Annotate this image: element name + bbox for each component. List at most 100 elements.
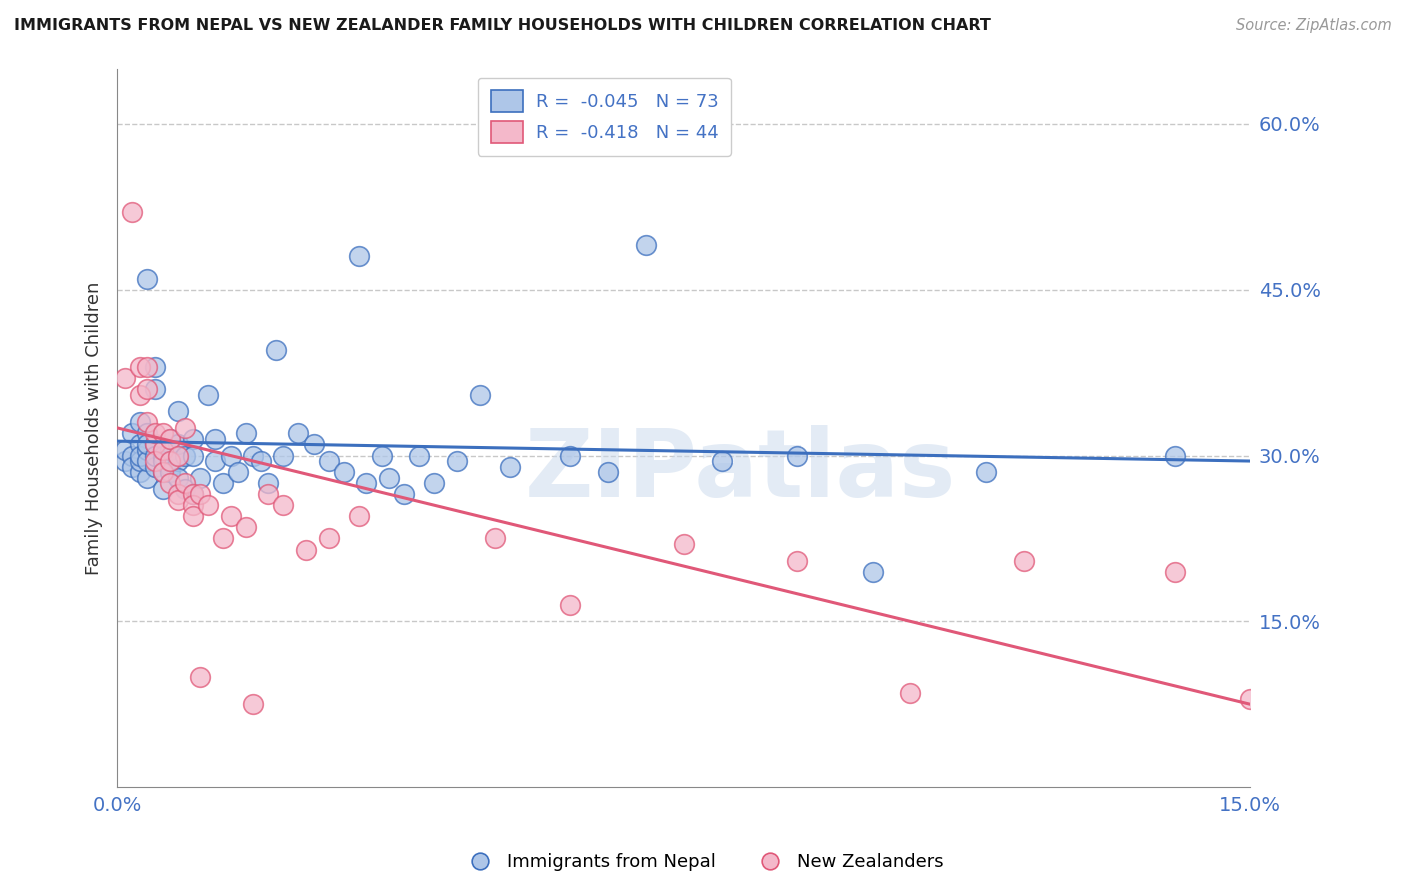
Point xyxy=(378,470,401,484)
Point xyxy=(1164,565,1187,579)
Point xyxy=(181,449,204,463)
Point xyxy=(128,437,150,451)
Point xyxy=(136,437,159,451)
Point xyxy=(181,498,204,512)
Point xyxy=(114,454,136,468)
Point xyxy=(560,598,582,612)
Point xyxy=(166,492,188,507)
Point xyxy=(302,437,325,451)
Point xyxy=(333,465,356,479)
Point xyxy=(264,343,287,358)
Point xyxy=(128,360,150,375)
Point xyxy=(1012,553,1035,567)
Point xyxy=(159,432,181,446)
Point xyxy=(152,465,174,479)
Point xyxy=(560,449,582,463)
Point xyxy=(166,449,188,463)
Point xyxy=(900,686,922,700)
Point xyxy=(121,459,143,474)
Point xyxy=(318,532,340,546)
Point xyxy=(143,449,166,463)
Point xyxy=(598,465,620,479)
Point xyxy=(394,487,416,501)
Text: ZIPatlas: ZIPatlas xyxy=(524,425,956,517)
Point xyxy=(136,415,159,429)
Point xyxy=(468,387,491,401)
Point xyxy=(159,459,181,474)
Point xyxy=(152,426,174,441)
Point xyxy=(235,520,257,534)
Point xyxy=(181,509,204,524)
Point xyxy=(136,382,159,396)
Point xyxy=(974,465,997,479)
Point xyxy=(862,565,884,579)
Point xyxy=(423,476,446,491)
Point xyxy=(136,454,159,468)
Point xyxy=(287,426,309,441)
Point xyxy=(136,271,159,285)
Point xyxy=(114,371,136,385)
Point xyxy=(219,509,242,524)
Point xyxy=(166,437,188,451)
Point xyxy=(257,487,280,501)
Point xyxy=(181,432,204,446)
Point xyxy=(181,487,204,501)
Point xyxy=(143,360,166,375)
Point xyxy=(152,449,174,463)
Point xyxy=(136,426,159,441)
Point xyxy=(370,449,392,463)
Point xyxy=(143,454,166,468)
Point xyxy=(166,454,188,468)
Point xyxy=(499,459,522,474)
Point xyxy=(128,465,150,479)
Point xyxy=(672,537,695,551)
Point xyxy=(257,476,280,491)
Point xyxy=(136,360,159,375)
Point xyxy=(197,498,219,512)
Point xyxy=(219,449,242,463)
Point xyxy=(143,437,166,451)
Point xyxy=(159,454,181,468)
Point xyxy=(188,670,211,684)
Point xyxy=(484,532,506,546)
Point xyxy=(408,449,430,463)
Point xyxy=(143,459,166,474)
Point xyxy=(235,426,257,441)
Point xyxy=(114,442,136,457)
Point xyxy=(249,454,271,468)
Point xyxy=(786,553,808,567)
Text: Source: ZipAtlas.com: Source: ZipAtlas.com xyxy=(1236,18,1392,33)
Point xyxy=(242,698,264,712)
Point xyxy=(174,476,197,491)
Point xyxy=(181,487,204,501)
Y-axis label: Family Households with Children: Family Households with Children xyxy=(86,281,103,574)
Point xyxy=(786,449,808,463)
Point xyxy=(143,382,166,396)
Point xyxy=(446,454,468,468)
Point xyxy=(128,415,150,429)
Point xyxy=(143,437,166,451)
Legend: Immigrants from Nepal, New Zealanders: Immigrants from Nepal, New Zealanders xyxy=(454,847,952,879)
Point xyxy=(152,442,174,457)
Point xyxy=(295,542,318,557)
Text: IMMIGRANTS FROM NEPAL VS NEW ZEALANDER FAMILY HOUSEHOLDS WITH CHILDREN CORRELATI: IMMIGRANTS FROM NEPAL VS NEW ZEALANDER F… xyxy=(14,18,991,33)
Point xyxy=(226,465,249,479)
Point xyxy=(121,449,143,463)
Point xyxy=(159,465,181,479)
Point xyxy=(136,442,159,457)
Point xyxy=(174,421,197,435)
Point xyxy=(136,470,159,484)
Point xyxy=(128,454,150,468)
Point xyxy=(166,404,188,418)
Point xyxy=(204,432,226,446)
Point xyxy=(197,387,219,401)
Point xyxy=(121,205,143,219)
Point xyxy=(166,470,188,484)
Point xyxy=(212,532,235,546)
Point xyxy=(1239,691,1261,706)
Point xyxy=(174,449,197,463)
Point xyxy=(174,482,197,496)
Point xyxy=(159,442,181,457)
Point xyxy=(273,449,295,463)
Legend: R =  -0.045   N = 73, R =  -0.418   N = 44: R = -0.045 N = 73, R = -0.418 N = 44 xyxy=(478,78,731,156)
